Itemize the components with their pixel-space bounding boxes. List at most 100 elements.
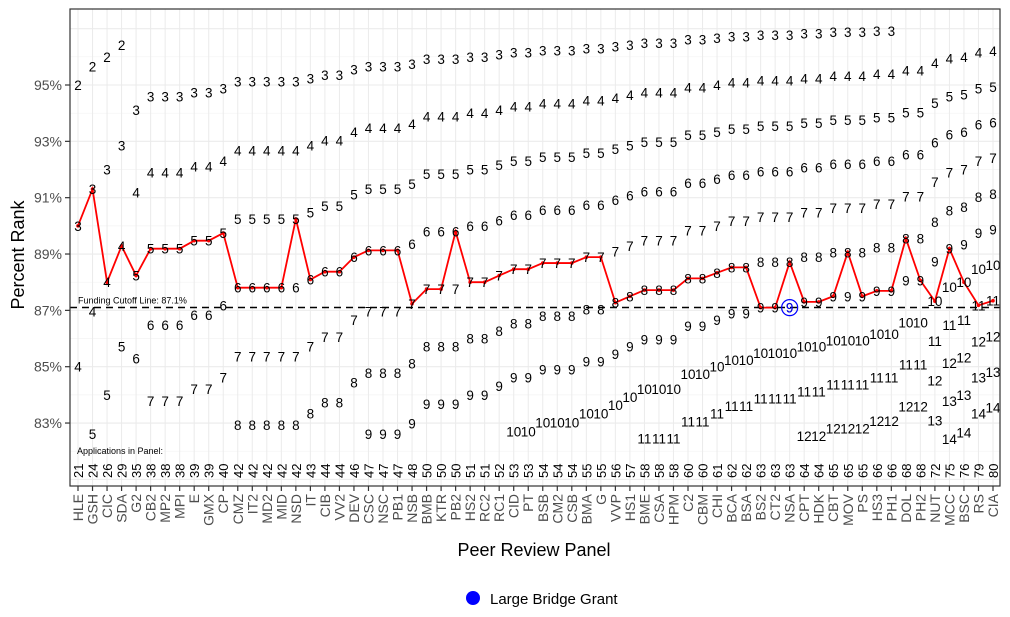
rank-label-HS2-4: 4 — [466, 106, 474, 121]
rank-label-CIA-4: 4 — [989, 44, 997, 59]
rank-label-CIA-10: 10 — [985, 258, 1000, 273]
rank-label-HS2-7: 7 — [466, 275, 474, 290]
line-point — [540, 261, 545, 265]
x-tick-label-BMA: BMA — [578, 493, 594, 524]
rank-label-CHI-3: 3 — [713, 31, 721, 46]
rank-label-BSC-5: 5 — [960, 87, 968, 102]
rank-label-KTR-3: 3 — [437, 52, 445, 67]
applications-count-HDK: 64 — [812, 464, 827, 478]
line-point — [802, 300, 806, 304]
rank-label-CPT-9: 9 — [800, 295, 808, 310]
rank-label-CHI-11: 11 — [710, 407, 724, 422]
rank-label-CSA-5: 5 — [655, 135, 663, 150]
x-tick-label-NSA: NSA — [782, 493, 798, 522]
rank-label-MOV-10: 10 — [840, 333, 855, 348]
rank-label-CIB-3: 3 — [321, 68, 329, 83]
rank-label-CT2-5: 5 — [771, 119, 779, 134]
rank-label-C2-4: 4 — [684, 80, 692, 95]
line-point — [933, 299, 937, 304]
rank-label-C2-9: 9 — [684, 319, 692, 334]
rank-label-BSA-9: 9 — [742, 307, 750, 322]
applications-count-CSB: 54 — [565, 464, 580, 478]
rank-label-CPT-3: 3 — [800, 27, 808, 42]
rank-label-BSB-8: 8 — [539, 309, 547, 324]
x-tick-label-RC2: RC2 — [477, 494, 493, 522]
rank-label-PT-9: 9 — [524, 371, 532, 386]
rank-label-IT-8: 8 — [307, 407, 315, 422]
rank-label-NSC-8: 8 — [379, 366, 387, 381]
rank-label-BCA-8: 8 — [728, 260, 736, 275]
rank-label-BSC-10: 10 — [956, 275, 971, 290]
rank-label-RC2-3: 3 — [481, 50, 489, 65]
x-tick-label-CIC: CIC — [99, 494, 115, 518]
rank-label-G2-5: 5 — [132, 269, 140, 284]
x-tick-label-CMZ: CMZ — [230, 494, 246, 525]
rank-label-NSD-5: 5 — [292, 212, 300, 227]
rank-label-GMX-6: 6 — [205, 308, 213, 323]
rank-label-PH1-5: 5 — [888, 111, 896, 126]
line-point — [729, 265, 734, 270]
rank-label-KTR-6: 6 — [437, 225, 445, 240]
rank-label-CID-9: 9 — [510, 371, 518, 386]
applications-caption: Applications in Panel: — [77, 446, 163, 456]
rank-label-HS1-3: 3 — [626, 38, 634, 53]
rank-label-DOL-5: 5 — [902, 105, 910, 120]
rank-label-NSD-4: 4 — [292, 143, 300, 158]
rank-label-PS-4: 4 — [859, 69, 867, 84]
rank-label-BMB-9: 9 — [423, 397, 431, 412]
rank-label-BCA-9: 9 — [728, 307, 736, 322]
rank-label-CSA-10: 10 — [651, 382, 666, 397]
rank-label-PH2-5: 5 — [917, 105, 925, 120]
rank-label-HPM-10: 10 — [666, 382, 681, 397]
rank-label-GMX-5: 5 — [205, 234, 213, 249]
rank-label-SDA-2: 2 — [118, 38, 126, 53]
rank-label-CM2-8: 8 — [554, 309, 562, 324]
applications-count-BCA: 62 — [725, 464, 740, 478]
rank-label-HS3-4: 4 — [873, 67, 881, 82]
rank-label-SDA-5: 5 — [118, 340, 126, 355]
x-tick-label-G: G — [593, 494, 609, 505]
x-tick-label-HPM: HPM — [665, 494, 681, 525]
rank-label-HPM-6: 6 — [670, 184, 678, 199]
rank-label-BSA-7: 7 — [742, 214, 750, 229]
x-tick-label-CIA: CIA — [985, 493, 1001, 517]
rank-label-CSC-4: 4 — [365, 121, 373, 136]
y-axis-title: Percent Rank — [8, 199, 28, 309]
rank-label-HDK-11: 11 — [812, 384, 826, 399]
rank-label-CIA-11: 11 — [986, 294, 1000, 309]
y-tick-label: 91% — [34, 190, 62, 206]
x-tick-label-NSC: NSC — [375, 494, 391, 524]
rank-label-DEV-6: 6 — [350, 250, 358, 265]
rank-label-C2-3: 3 — [684, 33, 692, 48]
rank-label-CIA-7: 7 — [989, 151, 997, 166]
applications-count-BMA: 55 — [579, 464, 594, 478]
applications-count-MP2: 38 — [158, 464, 173, 478]
rank-label-HS3-11: 11 — [870, 371, 884, 386]
rank-label-MD2-3: 3 — [263, 75, 271, 90]
rank-label-CM2-4: 4 — [554, 97, 562, 112]
applications-count-PT: 53 — [521, 464, 536, 478]
x-tick-label-GMX: GMX — [201, 493, 217, 526]
line-point — [192, 238, 196, 243]
rank-label-CM2-3: 3 — [554, 43, 562, 58]
rank-label-PT-7: 7 — [524, 262, 532, 277]
rank-label-PH2-7: 7 — [917, 189, 925, 204]
applications-count-PH2: 68 — [913, 464, 928, 478]
line-point — [570, 261, 574, 265]
applications-count-SDA: 29 — [115, 464, 130, 478]
applications-count-KTR: 50 — [434, 464, 449, 478]
rank-label-CIC-3: 3 — [103, 163, 111, 178]
rank-label-DOL-10: 10 — [898, 316, 913, 331]
rank-label-G-10: 10 — [593, 407, 608, 422]
rank-label-PT-5: 5 — [524, 154, 532, 169]
line-point — [671, 288, 676, 292]
rank-label-SDA-4: 4 — [118, 239, 126, 254]
rank-label-BMA-10: 10 — [579, 407, 594, 422]
rank-label-PH1-9: 9 — [888, 284, 896, 299]
rank-label-CBM-11: 11 — [696, 415, 710, 430]
rank-label-MCC-7: 7 — [946, 166, 954, 181]
rank-label-CMZ-4: 4 — [234, 143, 242, 158]
x-tick-label-PH2: PH2 — [912, 494, 928, 521]
rank-label-BMA-3: 3 — [583, 41, 591, 56]
rank-label-CSC-7: 7 — [365, 305, 373, 320]
